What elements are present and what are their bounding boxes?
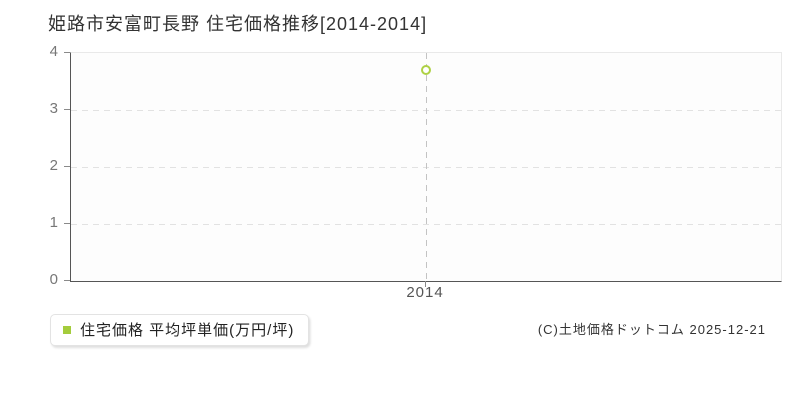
x-tick-label: 2014 bbox=[406, 284, 444, 301]
y-tick-label: 0 bbox=[49, 271, 58, 288]
y-tick-label: 3 bbox=[49, 100, 58, 117]
x-tick-mark bbox=[425, 281, 426, 287]
x-2014-marker-line bbox=[426, 53, 427, 281]
copyright-text: (C)土地価格ドットコム 2025-12-21 bbox=[537, 322, 766, 337]
y-tick-mark bbox=[64, 223, 70, 224]
chart-title: 姫路市安富町長野 住宅価格推移[2014-2014] bbox=[48, 14, 428, 34]
y-axis-labels: 4 3 2 1 0 bbox=[0, 43, 62, 288]
y-tick-mark bbox=[64, 166, 70, 167]
data-point bbox=[421, 65, 431, 76]
y-tick-label: 2 bbox=[49, 157, 58, 174]
legend-box: 住宅価格 平均坪単価(万円/坪) bbox=[50, 314, 310, 346]
y-tick-mark bbox=[64, 280, 70, 281]
y-tick-mark bbox=[64, 52, 70, 53]
y-tick-mark bbox=[64, 109, 70, 110]
y-tick-label: 1 bbox=[49, 214, 58, 231]
plot-area bbox=[70, 52, 782, 282]
y-tick-label: 4 bbox=[49, 43, 58, 60]
legend-label: 住宅価格 平均坪単価(万円/坪) bbox=[80, 322, 295, 339]
legend-marker-icon bbox=[63, 325, 71, 334]
